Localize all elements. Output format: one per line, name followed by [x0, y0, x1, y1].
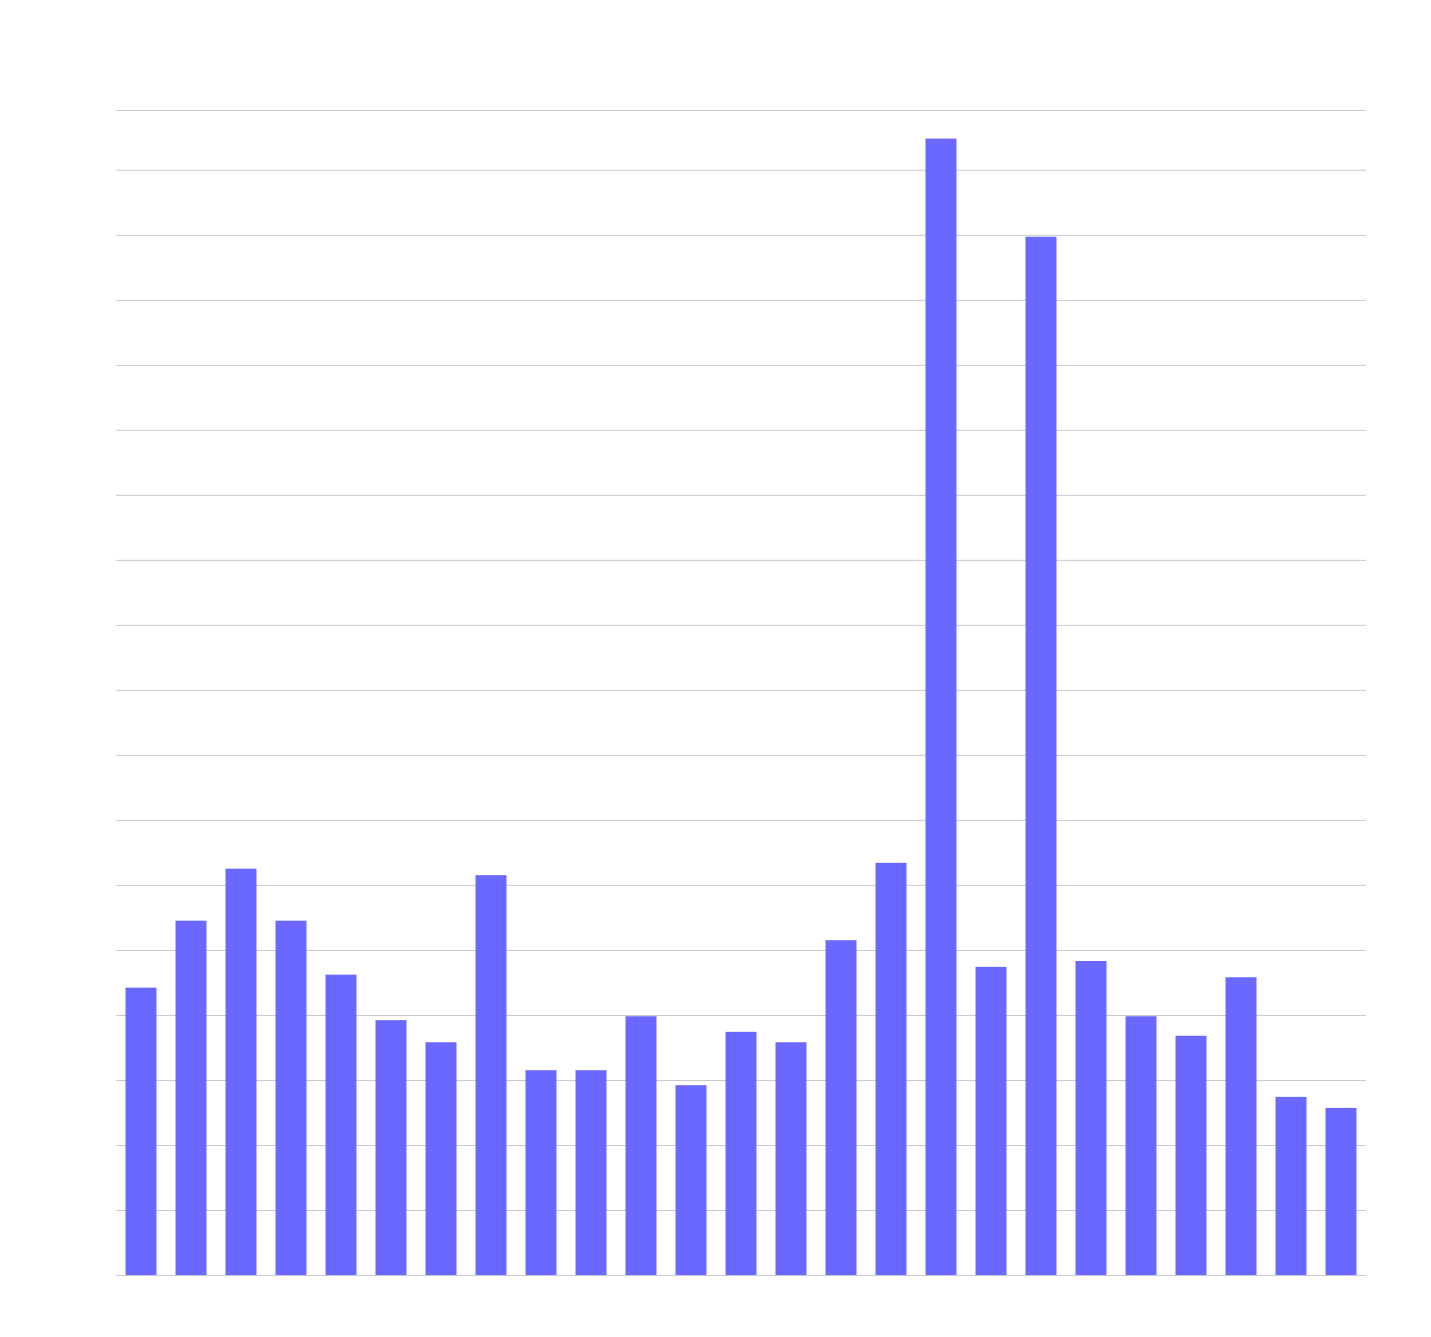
bar — [425, 1042, 457, 1275]
bar — [1175, 1035, 1207, 1275]
bar — [825, 940, 857, 1275]
bar — [125, 987, 157, 1275]
bar — [975, 966, 1007, 1275]
bar — [575, 1070, 607, 1275]
bar — [625, 1016, 657, 1275]
bar — [1225, 977, 1257, 1275]
bar — [1125, 1016, 1157, 1275]
bar — [475, 875, 507, 1275]
bar — [875, 862, 907, 1275]
bar — [1025, 236, 1057, 1276]
bar — [225, 868, 257, 1275]
bar — [725, 1031, 757, 1275]
bar — [325, 974, 357, 1275]
bar — [275, 920, 307, 1275]
bar — [375, 1020, 407, 1275]
bar — [525, 1070, 557, 1275]
bar — [1325, 1107, 1357, 1275]
bar — [925, 138, 957, 1276]
bar — [675, 1085, 707, 1275]
bar — [775, 1042, 807, 1275]
bar — [1275, 1096, 1307, 1275]
bar — [175, 920, 207, 1275]
bar — [1075, 960, 1107, 1275]
